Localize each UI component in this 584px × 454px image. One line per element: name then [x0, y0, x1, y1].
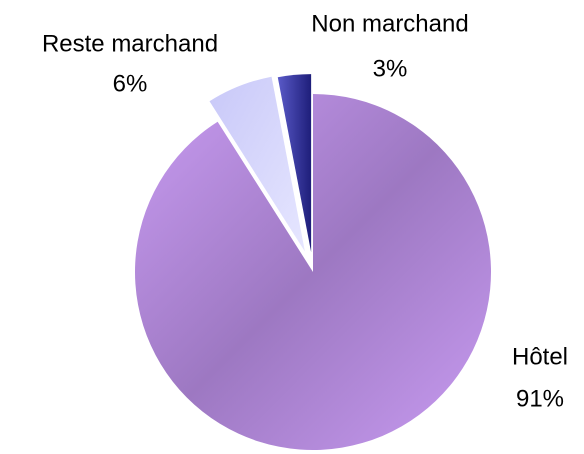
slice-value: 6%	[113, 70, 148, 97]
pie-slice	[277, 74, 312, 253]
slice-label: Reste marchand	[42, 30, 218, 57]
slice-value: 3%	[373, 55, 408, 82]
pie-slice	[134, 94, 491, 450]
slice-value: 91%	[516, 385, 564, 412]
slice-label: Hôtel	[512, 343, 568, 370]
pie-slice	[209, 76, 305, 252]
slice-label: Non marchand	[311, 10, 468, 37]
